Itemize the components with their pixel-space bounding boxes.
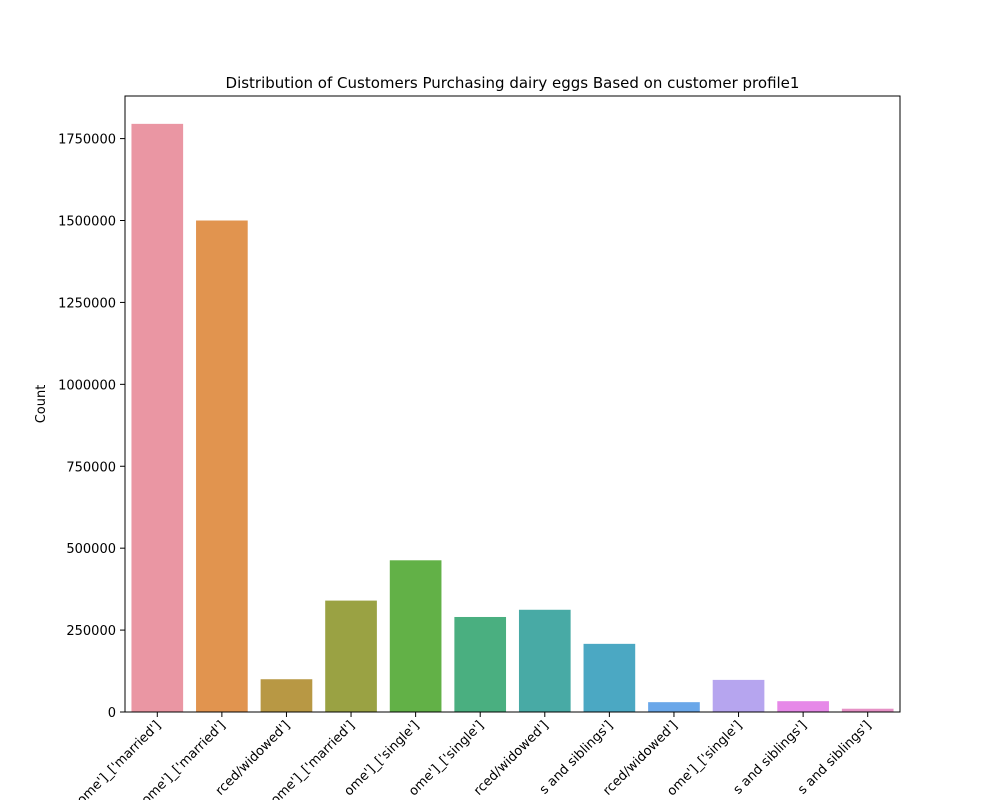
y-tick-label-2: 250000: [66, 624, 116, 639]
y-axis-ticks: 0 250000 500000 750000 1000000 1250000 1500000…: [58, 133, 125, 721]
bar-10: [712, 679, 765, 712]
y-tick-label-3: 500000: [66, 542, 116, 557]
bar-11: [777, 701, 829, 712]
bar-12: [841, 708, 894, 712]
bar-1: [131, 123, 184, 712]
y-tick-label-4: 750000: [66, 460, 116, 475]
bar-7: [518, 609, 571, 712]
y-tick-label-1: 0: [108, 706, 116, 721]
x-axis-ticks: ome']_['married']ome']_['married']rced/w…: [74, 712, 875, 800]
bar-9: [648, 702, 700, 712]
y-tick-label-8: 1750000: [58, 133, 116, 148]
bars-group: [131, 123, 894, 713]
bar-3: [260, 679, 313, 712]
bar-5: [389, 560, 442, 712]
plot-frame: [124, 95, 901, 713]
bar-2: [196, 220, 248, 713]
chart-title: Distribution of Customers Purchasing dai…: [226, 74, 800, 92]
y-tick-label-7: 1500000: [58, 215, 116, 230]
y-tick-label-6: 1250000: [58, 296, 116, 311]
y-tick-label-5: 1000000: [58, 378, 116, 393]
bar-6: [454, 616, 507, 712]
bar-8: [583, 643, 636, 712]
bar-4: [325, 600, 377, 712]
y-axis-label: Count: [34, 385, 49, 424]
